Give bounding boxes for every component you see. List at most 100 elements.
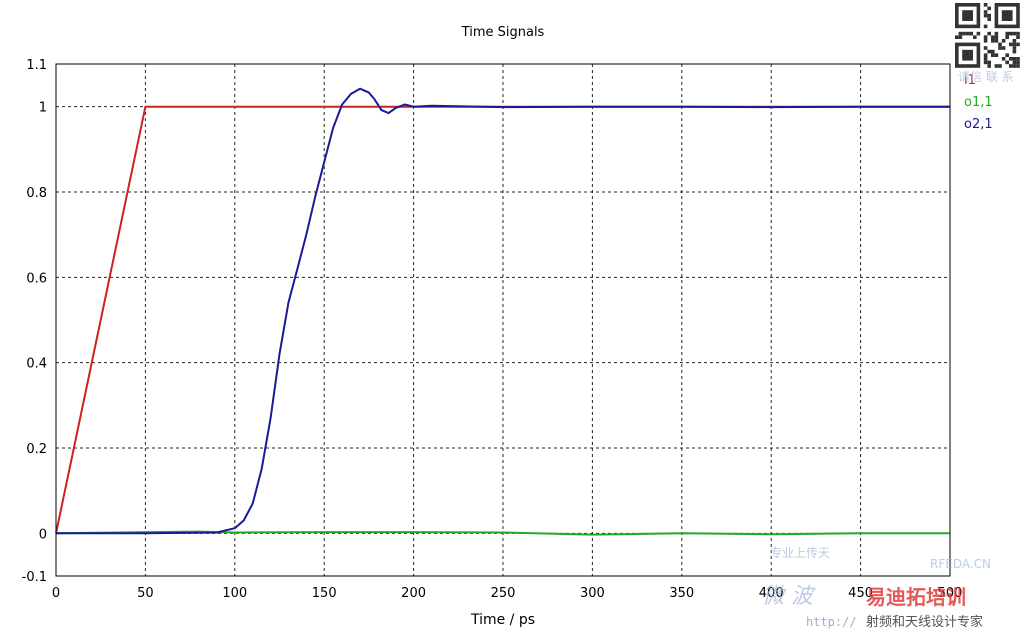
x-tick-label: 350: [669, 586, 694, 601]
qr-module: [991, 53, 995, 57]
qr-module: [976, 31, 981, 36]
qr-module: [994, 64, 999, 68]
qr-module: [987, 60, 991, 65]
qr-module: [994, 31, 999, 36]
qr-module: [994, 35, 999, 39]
logo-en: RFEDA.CN: [930, 557, 991, 571]
qr-module: [991, 35, 995, 39]
qr-module: [983, 24, 988, 29]
logo-tagline: 射频和天线设计专家: [866, 614, 983, 630]
series-lines: [55, 87, 950, 536]
logo-cn-right: 易迪拓培训: [866, 585, 966, 609]
series-line-i1: [55, 105, 950, 534]
x-tick-label: 250: [491, 586, 516, 601]
qr-finder-core: [1001, 10, 1013, 21]
qr-module: [991, 49, 995, 54]
qr-module: [998, 64, 1002, 68]
qr-module: [1009, 42, 1013, 47]
plot-frame: [55, 63, 951, 577]
x-tick-label: 150: [312, 586, 337, 601]
x-axis-label: Time / ps: [470, 612, 535, 628]
qr-module: [965, 31, 970, 36]
qr-module: [1012, 57, 1017, 61]
qr-module: [983, 57, 988, 61]
qr-module: [1012, 42, 1017, 47]
qr-module: [958, 31, 963, 36]
logo-url: http://: [806, 615, 857, 629]
qr-code-watermark: [955, 3, 1020, 68]
qr-module: [987, 49, 991, 54]
qr-module: [1001, 57, 1006, 61]
qr-module: [1016, 60, 1020, 65]
legend-entry: i1: [964, 73, 976, 88]
qr-module: [1016, 57, 1020, 61]
y-tick-label: 0.4: [26, 357, 47, 372]
qr-module: [983, 35, 988, 39]
legend-entry: o1,1: [964, 95, 993, 110]
qr-module: [1005, 35, 1009, 39]
qr-module: [958, 35, 963, 39]
qr-module: [994, 39, 999, 43]
qr-module: [987, 64, 991, 68]
qr-module: [1005, 53, 1009, 57]
y-tick-label: 0.8: [26, 186, 47, 201]
logo-cn-left: 微 波: [762, 584, 816, 609]
qr-module: [998, 46, 1002, 50]
qr-module: [1016, 31, 1020, 36]
y-tick-label: 1.1: [26, 58, 47, 73]
qr-module: [1012, 49, 1017, 54]
qr-module: [987, 31, 991, 36]
y-tick-label: 0: [39, 527, 47, 542]
qr-module: [1016, 35, 1020, 39]
qr-module: [983, 46, 988, 50]
x-tick-label: 100: [222, 586, 247, 601]
grid-lines: [56, 64, 950, 576]
qr-module: [1012, 39, 1017, 43]
qr-module: [1001, 39, 1006, 43]
qr-module: [987, 17, 991, 21]
y-tick-label: 1: [39, 101, 47, 116]
qr-module: [1012, 46, 1017, 50]
x-tick-label: 200: [401, 586, 426, 601]
qr-module: [983, 13, 988, 18]
qr-module: [991, 39, 995, 43]
qr-module: [983, 10, 988, 14]
qr-module: [973, 35, 977, 39]
qr-module: [1001, 46, 1006, 50]
qr-finder-core: [962, 10, 973, 21]
legend: i1 o1,1 o2,1: [964, 73, 993, 132]
series-line-o1-1: [55, 530, 950, 536]
logo-watermark: 专业上传天 RFEDA.CN 微 波 易迪拓培训 http:// 射频和天线设计…: [762, 545, 991, 630]
qr-module: [1012, 60, 1017, 65]
qr-module: [983, 39, 988, 43]
qr-module: [1012, 64, 1017, 68]
qr-module: [1016, 64, 1020, 68]
qr-module: [1005, 60, 1009, 65]
legend-entry: o2,1: [964, 117, 993, 132]
x-tick-label: 500: [938, 586, 963, 601]
qr-module: [1012, 31, 1017, 36]
x-tick-label: 0: [52, 586, 60, 601]
qr-module: [987, 6, 991, 11]
x-tick-label: 400: [759, 586, 784, 601]
qr-module: [955, 35, 959, 39]
qr-module: [962, 31, 966, 36]
qr-module: [1009, 64, 1013, 68]
chart-title: Time Signals: [461, 25, 545, 40]
qr-module: [987, 13, 991, 18]
qr-module: [983, 60, 988, 65]
qr-module: [1009, 31, 1013, 36]
qr-module: [994, 53, 999, 57]
qr-module: [1005, 31, 1009, 36]
qr-module: [998, 42, 1002, 47]
x-tick-label: 300: [580, 586, 605, 601]
y-tick-label: 0.6: [26, 271, 47, 286]
qr-module: [983, 53, 988, 57]
qr-module: [983, 3, 988, 7]
x-tick-label: 450: [848, 586, 873, 601]
qr-module: [1016, 42, 1020, 47]
logo-slogan: 专业上传天: [770, 545, 830, 560]
x-tick-label: 50: [137, 586, 154, 601]
x-tick-labels: 0 50 100 150 200 250 300 350 400 450 500: [52, 586, 963, 601]
